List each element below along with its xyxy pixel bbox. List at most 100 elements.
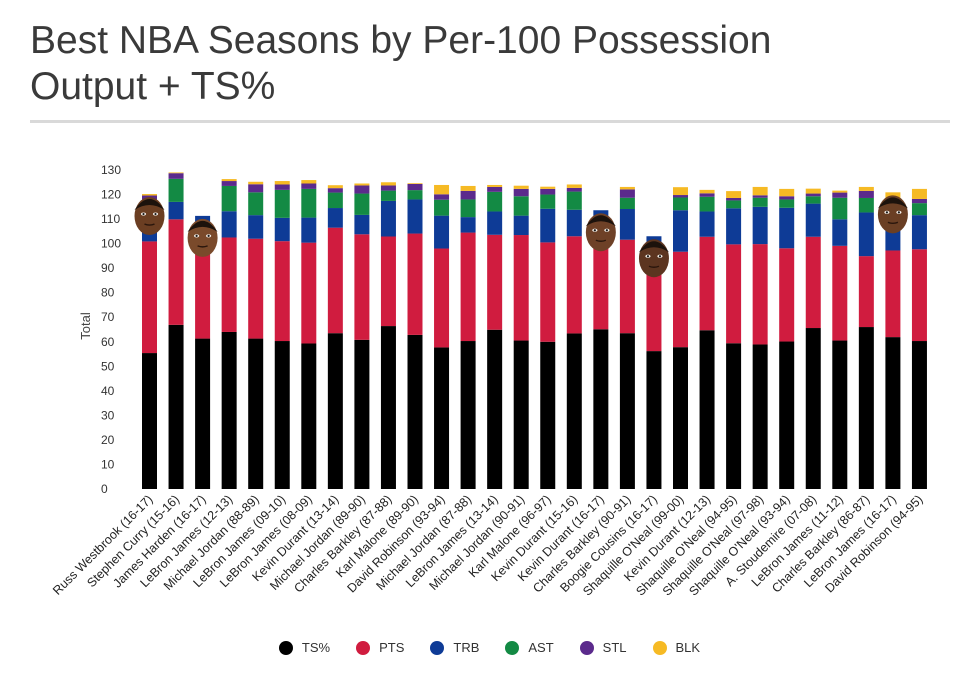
bar-segment-ast <box>487 191 503 212</box>
bar-segment-pts <box>460 232 476 342</box>
bar-segment-trb <box>327 208 343 228</box>
bar-segment-stl <box>513 188 529 197</box>
bar-segment-pts <box>195 243 211 339</box>
bar-segment-pts <box>885 250 901 338</box>
bar-segment-blk <box>513 185 529 189</box>
bar-segment-pts <box>646 252 662 352</box>
bar-segment-pts <box>221 237 237 332</box>
bar-segment-ast <box>327 192 343 209</box>
bar-segment-blk <box>168 172 184 174</box>
stacked-bar-chart: Total 0 10 20 30 40 50 60 70 80 90 100 110 120 130 Ru… <box>50 163 927 599</box>
bar-segment-trb <box>699 211 715 237</box>
y-tick-label: 70 <box>101 310 115 324</box>
bar-segment-tspct <box>805 328 821 489</box>
legend-label: AST <box>528 640 554 655</box>
bar-segment-trb <box>726 208 742 245</box>
bar-segment-blk <box>673 187 688 196</box>
bar-segment-tspct <box>487 329 503 489</box>
bar-segment-pts <box>805 236 821 329</box>
bar-segment-trb <box>248 215 264 239</box>
bar-segment-stl <box>619 189 635 198</box>
bar-segment-tspct <box>221 331 237 489</box>
bar-segment-blk <box>726 191 742 198</box>
bar-segment-ast <box>301 188 317 218</box>
bar-segment-stl <box>221 181 237 186</box>
bar-segment-tspct <box>248 338 264 489</box>
bar-segment-blk <box>752 186 768 196</box>
bar-segment-stl <box>726 197 742 201</box>
bar-segment-trb <box>354 214 370 235</box>
bar-segment-blk <box>805 188 821 194</box>
legend-item-blk: BLK <box>652 640 700 655</box>
bar-segment-stl <box>460 190 476 200</box>
bar-segment-ast <box>858 197 874 213</box>
bar-segment-ast <box>673 197 688 211</box>
bar-segment-ast <box>779 199 795 208</box>
chart-title: Best NBA Seasons by Per-100 Possession O… <box>30 19 772 108</box>
y-tick-label: 30 <box>101 408 115 422</box>
bar-segment-pts <box>858 256 874 328</box>
bar-segment-trb <box>619 209 635 240</box>
bar-segment-ast <box>566 191 582 210</box>
bar-segment-blk <box>221 179 237 182</box>
bar-segment-stl <box>805 193 821 197</box>
bar-segment-tspct <box>168 324 184 489</box>
bar-segment-ast <box>752 197 768 207</box>
bar-segment-blk <box>619 186 635 190</box>
bar-segment-ast <box>248 192 264 216</box>
y-axis-label: Total <box>78 312 93 340</box>
bar-segment-ast <box>380 190 396 201</box>
bar-segment-blk <box>301 180 317 184</box>
bar-segment-blk <box>699 189 715 194</box>
bar-segment-stl <box>779 196 795 200</box>
bar-segment-trb <box>805 203 821 237</box>
bar-segment-stl <box>752 195 768 198</box>
bar-segment-trb <box>858 212 874 257</box>
bar-segment-pts <box>699 236 715 331</box>
bar-segment-tspct <box>354 339 370 489</box>
y-tick-label: 0 <box>101 482 108 496</box>
y-tick-label: 40 <box>101 384 115 398</box>
bar-segment-stl <box>327 188 343 193</box>
legend-item-pts: PTS <box>356 640 404 655</box>
bar-segment-ast <box>726 200 742 209</box>
bar-segment-pts <box>832 245 848 341</box>
bar-segment-blk <box>274 181 290 185</box>
bar-segment-blk <box>142 194 157 196</box>
bar-segment-tspct <box>619 333 635 489</box>
bar-segment-blk <box>407 183 423 184</box>
bar-segment-tspct <box>779 341 795 489</box>
bar-segment-tspct <box>832 340 848 489</box>
bar-segment-pts <box>540 242 556 342</box>
legend-label: TRB <box>453 640 480 655</box>
bar-segment-ast <box>513 196 529 216</box>
bar-segment-stl <box>699 193 715 197</box>
bar-segment-pts <box>619 239 635 334</box>
bar-segment-ast <box>911 203 927 216</box>
bar-segment-pts <box>168 219 184 325</box>
title-divider <box>30 120 950 123</box>
legend-swatch <box>430 640 445 655</box>
bar-segment-tspct <box>646 351 662 489</box>
legend-swatch <box>278 640 293 655</box>
bar-segment-pts <box>301 242 317 344</box>
player-face-icon <box>638 239 669 278</box>
bar-segment-blk <box>540 186 556 189</box>
bar-segment-stl <box>407 183 423 191</box>
legend-swatch <box>579 640 594 655</box>
bar-segment-tspct <box>407 334 423 489</box>
bar-segment-tspct <box>380 326 396 489</box>
bar-segment-pts <box>566 236 582 334</box>
player-face-icon <box>187 218 218 257</box>
bar-segment-pts <box>752 244 768 345</box>
bar-segment-tspct <box>513 340 529 489</box>
bar-segment-pts <box>354 234 370 340</box>
bar-segment-trb <box>832 219 848 246</box>
bar-segment-trb <box>513 215 529 236</box>
bar-segment-tspct <box>726 343 742 489</box>
bar-segment-ast <box>274 189 290 218</box>
bar-segment-tspct <box>911 341 927 489</box>
bar-segment-tspct <box>885 337 901 489</box>
bar-segment-blk <box>832 190 848 193</box>
bar-segment-pts <box>327 227 343 334</box>
